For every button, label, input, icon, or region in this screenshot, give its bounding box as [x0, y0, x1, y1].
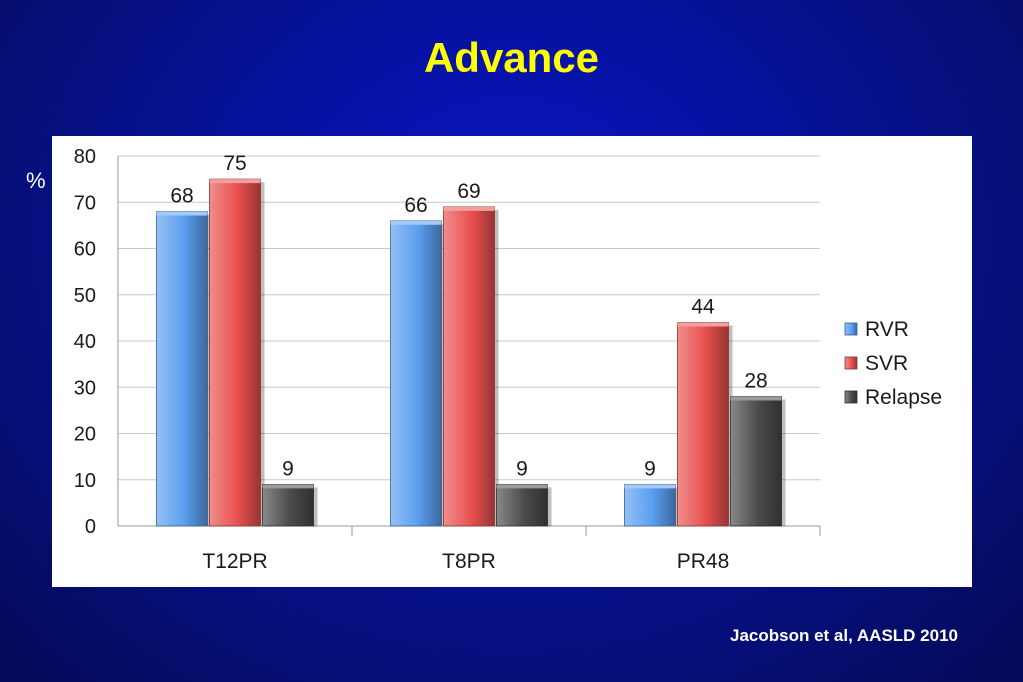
x-category-label: PR48	[677, 550, 730, 573]
data-label: 9	[282, 457, 294, 480]
bar-highlight	[443, 206, 495, 211]
citation: Jacobson et al, AASLD 2010	[729, 626, 958, 645]
bar-highlight	[496, 484, 548, 489]
bar-svr-pr48	[677, 322, 729, 527]
bar-highlight	[209, 179, 261, 184]
data-label: 44	[691, 296, 715, 319]
bar-highlight	[390, 220, 442, 225]
x-category-label: T8PR	[442, 550, 496, 573]
bar-relapse-t8pr	[496, 483, 548, 527]
legend-swatch-rvr	[844, 322, 858, 336]
chart-panel: 0 10 20 30 40 50 60 70 80 T12PR T8PR PR48 68 75 9 66 69…	[52, 136, 972, 587]
bar-highlight	[156, 211, 208, 216]
data-labels: 68 75 9 66 69 9 9 44 28	[170, 152, 767, 480]
data-label: 28	[744, 370, 767, 393]
legend: RVR SVR Relapse	[844, 318, 942, 409]
data-label: 68	[170, 185, 193, 208]
data-label: 75	[223, 152, 246, 175]
bar-rvr-pr48	[624, 483, 676, 527]
y-tick-label: 10	[74, 470, 96, 492]
x-category-label: T12PR	[202, 550, 267, 573]
legend-swatch-relapse	[844, 390, 858, 404]
bar-highlight	[262, 484, 314, 489]
bars	[156, 178, 786, 527]
y-tick-label: 80	[74, 146, 96, 168]
y-tick-label: 70	[74, 192, 96, 214]
y-tick-label: 0	[85, 516, 96, 538]
bar-relapse-pr48	[730, 396, 782, 527]
y-tick-label: 30	[74, 377, 96, 399]
bar-highlight	[677, 322, 729, 327]
y-tick-label: 50	[74, 285, 96, 307]
legend-label: SVR	[865, 352, 908, 375]
data-label: 66	[404, 194, 427, 217]
legend-label: Relapse	[865, 386, 942, 409]
bar-highlight	[624, 484, 676, 489]
y-tick-label: 20	[74, 424, 96, 446]
bar-svr-t8pr	[443, 206, 495, 527]
bar-highlight	[730, 396, 782, 401]
data-label: 9	[644, 457, 656, 480]
slide-title: Advance	[423, 34, 600, 81]
y-unit-label: %	[26, 168, 46, 193]
legend-swatch-svr	[844, 356, 858, 370]
bar-chart: 0 10 20 30 40 50 60 70 80 T12PR T8PR PR48 68 75 9 66 69…	[74, 146, 942, 573]
bar-relapse-t12pr	[262, 483, 314, 527]
bar-rvr-t12pr	[156, 211, 208, 527]
y-tick-label: 40	[74, 331, 96, 353]
data-label: 9	[516, 457, 528, 480]
bar-rvr-t8pr	[390, 220, 442, 527]
y-tick-label: 60	[74, 239, 96, 261]
data-label: 69	[457, 180, 480, 203]
bar-svr-t12pr	[209, 178, 261, 527]
legend-label: RVR	[865, 318, 909, 341]
